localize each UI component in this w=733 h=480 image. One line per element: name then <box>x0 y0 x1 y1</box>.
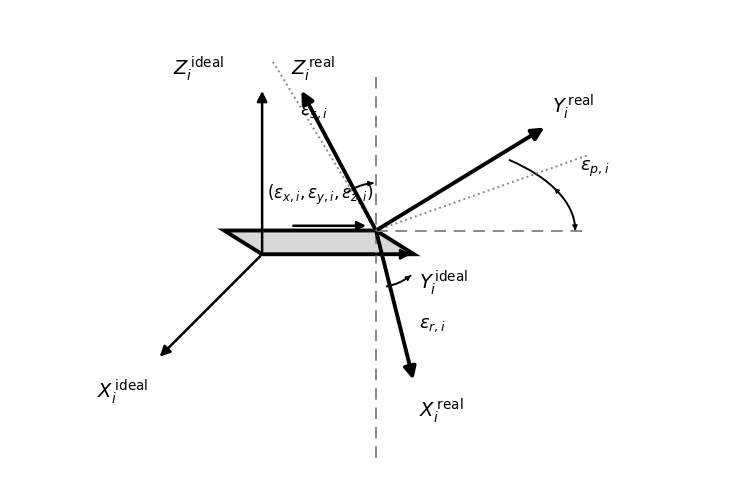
Text: $Y_i^{\,\mathrm{real}}$: $Y_i^{\,\mathrm{real}}$ <box>551 93 594 121</box>
Text: $Z_i^{\,\mathrm{real}}$: $Z_i^{\,\mathrm{real}}$ <box>290 55 335 84</box>
Text: $(\varepsilon_{x,i},\varepsilon_{y,i},\varepsilon_{z,i})$: $(\varepsilon_{x,i},\varepsilon_{y,i},\v… <box>267 182 373 207</box>
Text: $\varepsilon_{r,i}$: $\varepsilon_{r,i}$ <box>419 316 446 334</box>
Text: $Y_i^{\,\mathrm{ideal}}$: $Y_i^{\,\mathrm{ideal}}$ <box>419 268 468 297</box>
Text: $Z_i^{\,\mathrm{ideal}}$: $Z_i^{\,\mathrm{ideal}}$ <box>173 55 224 84</box>
Text: $X_i^{\,\mathrm{ideal}}$: $X_i^{\,\mathrm{ideal}}$ <box>97 378 148 406</box>
Text: $\varepsilon_{s,i}$: $\varepsilon_{s,i}$ <box>301 103 328 121</box>
Polygon shape <box>224 230 414 254</box>
Text: $\varepsilon_{p,i}$: $\varepsilon_{p,i}$ <box>580 159 610 179</box>
Text: $X_i^{\,\mathrm{real}}$: $X_i^{\,\mathrm{real}}$ <box>419 396 463 425</box>
